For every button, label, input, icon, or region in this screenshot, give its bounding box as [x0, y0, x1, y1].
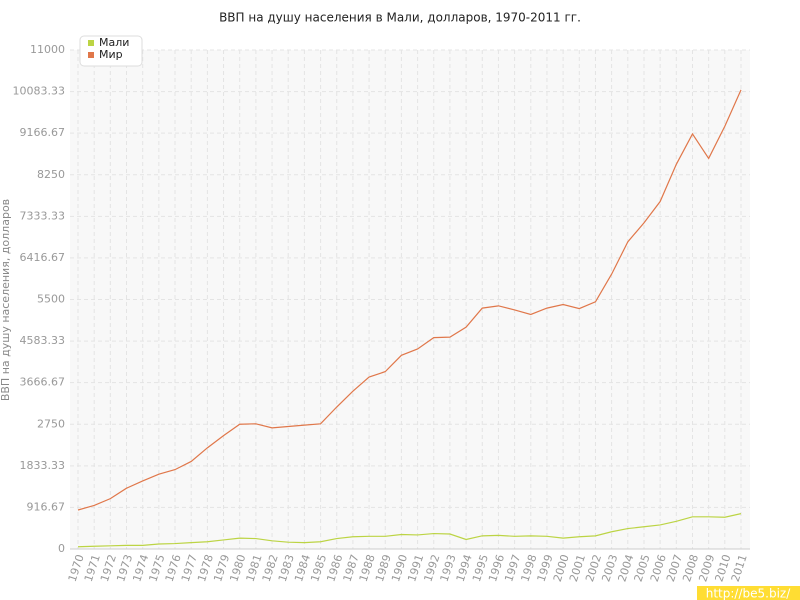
chart-title: ВВП на душу населения в Мали, долларов, …	[219, 11, 581, 25]
y-tick-label: 916.67	[27, 500, 66, 513]
y-axis-label: ВВП на душу населения, долларов	[0, 199, 12, 401]
y-tick-label: 0	[58, 542, 65, 555]
legend-label: Мали	[99, 36, 129, 49]
y-tick-label: 9166.67	[20, 126, 66, 139]
legend-label: Мир	[99, 48, 123, 61]
y-tick-label: 7333.33	[20, 209, 66, 222]
y-tick-label: 3666.67	[20, 376, 66, 389]
watermark: http://be5.biz/	[706, 587, 791, 600]
y-tick-label: 4583.33	[20, 334, 66, 347]
series-line	[77, 513, 742, 548]
watermark-bg	[697, 586, 800, 600]
legend-box	[79, 35, 143, 67]
y-tick-label: 1833.33	[20, 459, 66, 472]
legend-swatch	[88, 40, 94, 46]
y-tick-label: 6416.67	[20, 251, 66, 264]
y-tick-label: 8250	[37, 168, 65, 181]
y-tick-label: 11000	[30, 43, 65, 56]
series-line	[77, 89, 742, 511]
legend-swatch	[88, 52, 94, 58]
y-tick-label: 5500	[37, 293, 65, 306]
y-tick-label: 2750	[37, 417, 65, 430]
y-tick-label: 10083.33	[13, 85, 66, 98]
